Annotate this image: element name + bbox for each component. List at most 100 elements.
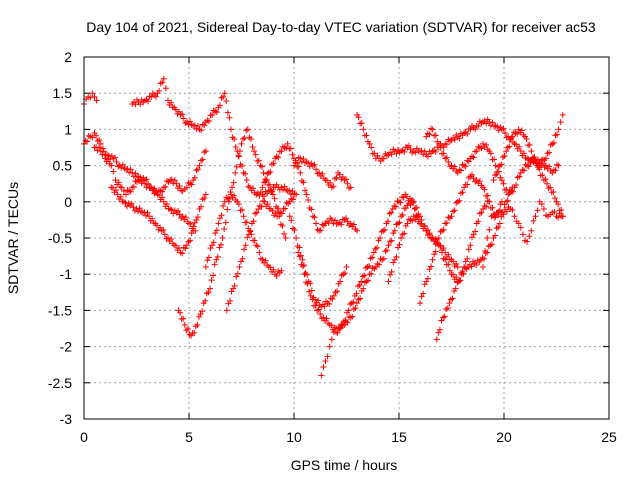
track-13-point <box>380 255 387 262</box>
track-15-point <box>538 157 545 164</box>
track-6-point <box>241 134 248 141</box>
track-1-point <box>191 174 198 181</box>
track-5-point <box>149 215 156 222</box>
track-5-point <box>194 214 201 221</box>
track-16-point <box>467 242 474 249</box>
track-9-point <box>328 216 335 223</box>
track-1-point <box>185 179 192 186</box>
track-11-point <box>341 270 348 277</box>
track-17-point <box>431 251 438 258</box>
track-1-point <box>112 177 119 184</box>
track-4-point <box>124 165 131 172</box>
track-11-point <box>326 300 333 307</box>
track-3-point <box>240 169 247 176</box>
track-16-point <box>439 249 446 256</box>
track-1-point <box>194 166 201 173</box>
track-3-point <box>196 126 203 133</box>
track-12-point <box>317 311 324 318</box>
track-4-point <box>156 192 163 199</box>
track-14-point <box>420 151 427 158</box>
track-17-point <box>456 197 463 204</box>
track-12-point <box>369 254 376 261</box>
y-tick-label: -1 <box>60 266 73 282</box>
track-3-point <box>226 114 233 121</box>
track-16-point <box>475 218 482 225</box>
track-11-point <box>286 213 293 220</box>
track-3-point <box>180 115 187 122</box>
track-17-point <box>445 214 452 221</box>
track-7-point <box>278 267 285 274</box>
track-1-point <box>89 134 96 141</box>
track-15-point <box>491 156 498 163</box>
track-7-point <box>207 245 214 252</box>
track-14-point <box>486 119 493 126</box>
track-6-point <box>181 321 188 328</box>
track-15-point <box>473 148 480 155</box>
track-19-point <box>550 188 557 195</box>
track-3-point <box>246 184 253 191</box>
track-3-point <box>159 79 166 86</box>
track-3-point <box>224 109 231 116</box>
track-6-point <box>221 225 228 232</box>
track-7-point <box>239 207 246 214</box>
track-6-point <box>277 221 284 228</box>
track-4-point <box>137 174 144 181</box>
track-17-point <box>461 184 468 191</box>
track-1-point <box>163 178 170 185</box>
track-15-point <box>503 186 510 193</box>
track-1-point <box>108 162 115 169</box>
track-12-point <box>394 198 401 205</box>
track-19-point <box>506 143 513 150</box>
track-14-point <box>443 141 450 148</box>
track-7-point <box>215 220 222 227</box>
track-14-point <box>368 144 375 151</box>
track-20-point <box>534 207 541 214</box>
track-16-point <box>446 267 453 274</box>
track-9-point <box>279 143 286 150</box>
track-8-point <box>289 196 296 203</box>
track-8-point <box>274 213 281 220</box>
track-6-point <box>183 327 190 334</box>
y-axis-title: SDTVAR / TECUs <box>5 182 21 294</box>
track-16-point <box>391 256 398 263</box>
y-tick-label: -1.5 <box>48 302 72 318</box>
track-8-point <box>269 207 276 214</box>
track-4-point <box>174 207 181 214</box>
track-16-point <box>405 216 412 223</box>
track-10-point <box>306 163 313 170</box>
track-16-point <box>426 230 433 237</box>
track-13-point <box>453 260 460 267</box>
track-13-point <box>402 205 409 212</box>
track-16-point <box>445 261 452 268</box>
track-3-point <box>160 75 167 82</box>
track-9-point <box>338 221 345 228</box>
track-5-point <box>124 203 131 210</box>
track-11-point <box>329 296 336 303</box>
track-12-point <box>345 307 352 314</box>
track-5-point <box>114 191 121 198</box>
track-12-point <box>372 245 379 252</box>
track-3-point <box>185 121 192 128</box>
track-5-point <box>161 231 168 238</box>
track-14-point <box>363 132 370 139</box>
track-14-point <box>484 116 491 123</box>
track-6-point <box>260 169 267 176</box>
track-15-point <box>424 130 431 137</box>
track-6-point <box>227 188 234 195</box>
track-10-point <box>339 173 346 180</box>
track-7-point <box>246 227 253 234</box>
track-17-point <box>448 213 455 220</box>
track-13-point <box>374 260 381 267</box>
track-18-point <box>435 329 442 336</box>
track-15-point <box>448 162 455 169</box>
track-4-point <box>93 144 100 151</box>
track-14-point <box>552 132 559 139</box>
track-4-point <box>182 214 189 221</box>
track-14-point <box>544 150 551 157</box>
track-3-point <box>165 97 171 104</box>
track-16-point <box>399 231 406 238</box>
track-13-point <box>328 336 335 343</box>
track-7-point <box>224 195 231 202</box>
track-5-point <box>117 193 124 200</box>
track-10-point <box>311 161 318 168</box>
